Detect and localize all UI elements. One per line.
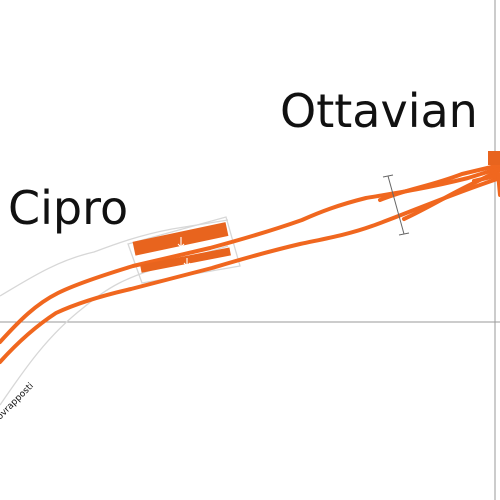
platform-cipro [132,222,231,273]
track-crossover-a [378,163,500,202]
line-label: ovrapposti [0,381,36,422]
track-upper [0,166,500,344]
arrow-down-icon [177,237,185,248]
clearance-marker [382,174,410,236]
station-box-outline [127,216,241,284]
track-branch-right [472,173,500,183]
tunnel-outline-inner [0,219,229,297]
platform-cipro-lower [140,247,231,273]
tunnel-outline-outer [0,245,229,406]
station-label-ottaviano: Ottavian [280,84,478,138]
platform-ottaviano [488,151,500,165]
arrow-down-icon [183,258,191,267]
station-label-cipro: Cipro [8,181,128,235]
